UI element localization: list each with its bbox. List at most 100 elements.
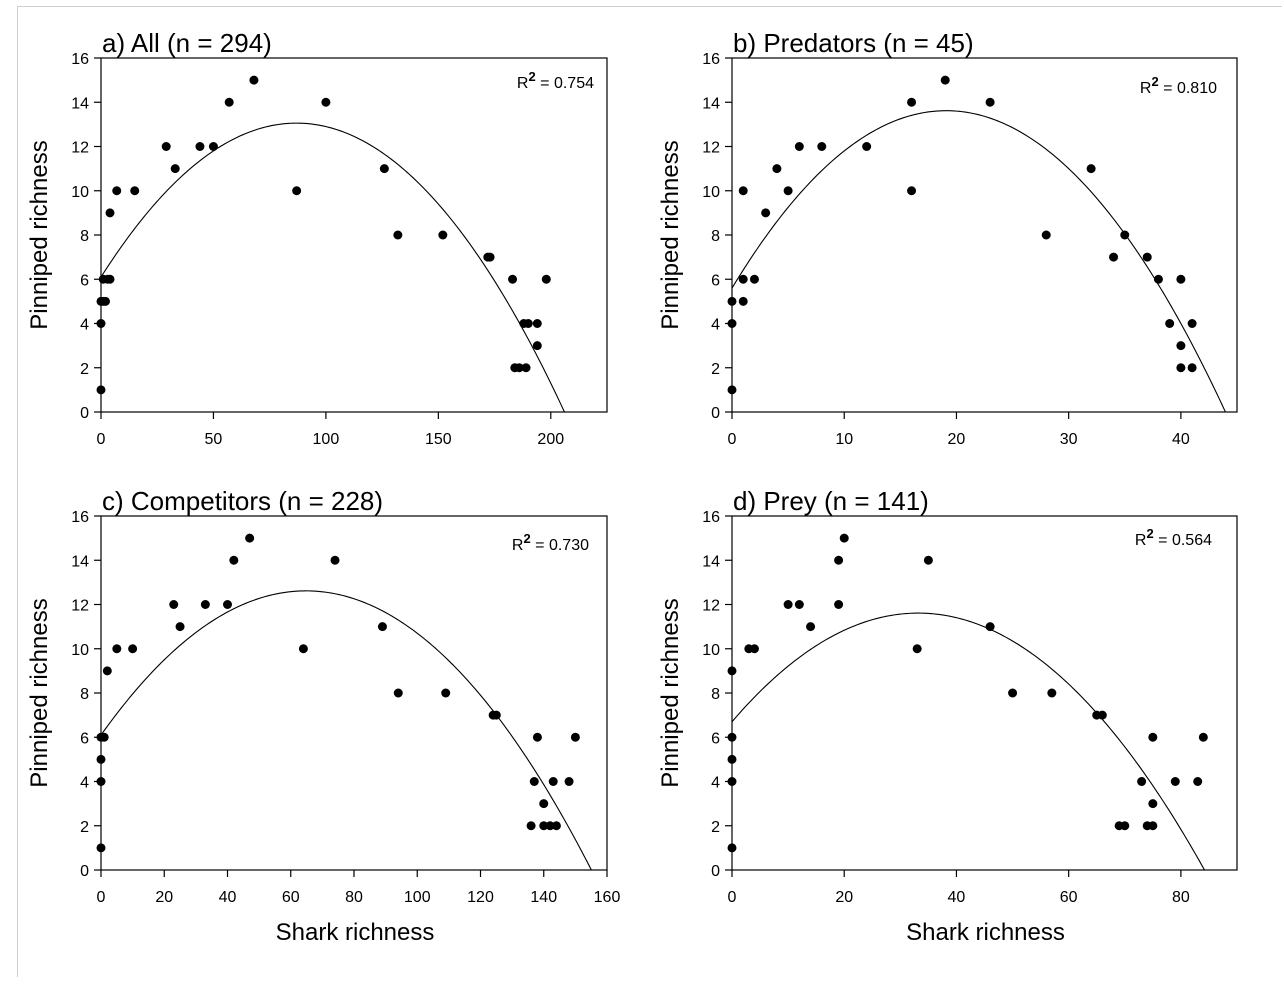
- panel-b-data-point: [727, 296, 737, 306]
- panel-a-data-point: [96, 319, 106, 328]
- panel-d-data-point: [1137, 777, 1147, 786]
- panel-a-data-point: [130, 186, 140, 196]
- panel-b-data-point: [1086, 164, 1096, 174]
- panel-d: 0 2 4 6 8 10 12 14 16 0 20 40 60 80 d) Prey (n = 141) P…: [657, 486, 1238, 946]
- panel-b-data-point: [738, 274, 748, 284]
- panel-a-data-point: [438, 230, 448, 240]
- panel-c-plot-frame: [100, 515, 608, 871]
- panel-b-y-tick-label: 14: [702, 95, 720, 112]
- panel-a-y-tick-label: 0: [80, 405, 89, 422]
- panel-c-data-point: [175, 622, 185, 632]
- panel-d-r2-label: R2 = 0.564: [1135, 526, 1212, 549]
- panel-c-y-tick-label: 2: [80, 819, 89, 836]
- panel-c-data-point: [96, 754, 106, 764]
- panel-d-x-tick-label: 40: [948, 889, 966, 906]
- panel-b-data-point: [1109, 252, 1119, 262]
- panel-a-x-tick-label: 50: [205, 431, 223, 448]
- panel-d-data-point: [1198, 732, 1208, 742]
- panel-c-data-point: [223, 600, 232, 609]
- panel-d-data-point: [839, 533, 849, 543]
- panel-d-fit-curve: [732, 612, 1206, 870]
- panel-d-y-tick-label: 2: [711, 819, 720, 836]
- panel-b-title: b) Predators (n = 45): [733, 28, 974, 58]
- panel-d-data-point: [806, 622, 816, 632]
- panel-b-data-point: [1165, 319, 1175, 328]
- panel-b-data-point: [727, 319, 737, 328]
- panel-a-data-point: [292, 186, 302, 196]
- panel-c-data-point: [526, 821, 536, 831]
- panel-d-data-point: [1148, 732, 1158, 742]
- panel-b-data-point: [783, 186, 793, 196]
- panel-d-data-point: [1008, 688, 1018, 698]
- panel-a-data-point: [521, 363, 531, 373]
- panel-a-y-tick-label: 12: [71, 140, 89, 157]
- panel-d-y-tick-label: 12: [702, 598, 720, 615]
- panel-d-data-point: [749, 644, 759, 654]
- panel-d-x-tick-label: 0: [728, 889, 737, 906]
- panel-b-data-point: [1176, 274, 1186, 284]
- panel-a-y-tick-label: 8: [80, 228, 89, 245]
- panel-b-x-tick-label: 10: [835, 431, 853, 448]
- panel-c-data-point: [545, 821, 555, 831]
- panel-a-data-point: [532, 341, 542, 351]
- panel-a-fit-curve: [101, 122, 566, 412]
- panel-c-y-tick-label: 8: [80, 686, 89, 703]
- panel-b-data-point: [727, 385, 737, 395]
- panel-a-r2-label: R2 = 0.754: [517, 69, 594, 92]
- panel-d-data-point: [1097, 710, 1107, 720]
- panel-c-title: c) Competitors (n = 228): [102, 486, 383, 516]
- panel-d-y-tick-label: 6: [711, 730, 720, 747]
- panel-c-x-tick-label: 60: [282, 889, 300, 906]
- panel-c-data-point: [96, 777, 106, 786]
- panel-a-data-point: [161, 142, 171, 151]
- panel-b-data-point: [749, 274, 759, 284]
- panel-c-y-tick-label: 10: [71, 642, 89, 659]
- panel-c-data-point: [491, 710, 501, 720]
- panel-d-data-point: [727, 732, 737, 742]
- panel-a-x-tick-label: 100: [313, 431, 340, 448]
- panel-a-data-point: [170, 164, 180, 174]
- panel-c-x-tick-label: 0: [97, 889, 106, 906]
- panel-b-data-point: [1120, 230, 1130, 240]
- panel-d-data-point: [923, 555, 933, 565]
- panel-b-x-tick-label: 20: [948, 431, 966, 448]
- panel-b-data-point: [761, 208, 771, 218]
- panel-c-y-tick-label: 12: [71, 598, 89, 615]
- panel-a-data-point: [208, 142, 218, 151]
- panel-c-fit-curve: [101, 590, 592, 870]
- panel-d-y-axis-label: Pinniped richness: [657, 598, 684, 787]
- panel-b-data-point: [1187, 319, 1197, 328]
- panel-b-plot-frame: [731, 57, 1238, 413]
- panel-d-y-tick-label: 4: [711, 775, 720, 792]
- panel-d-title: d) Prey (n = 141): [733, 486, 929, 516]
- panel-b-data-point: [1176, 363, 1186, 373]
- panel-b-fit-curve: [732, 110, 1227, 412]
- panel-a-data-point: [379, 164, 389, 174]
- panel-d-x-tick-label: 60: [1060, 889, 1078, 906]
- panel-c-x-tick-label: 120: [467, 889, 494, 906]
- panel-c-data-point: [298, 644, 308, 654]
- panel-c-y-tick-label: 4: [80, 775, 89, 792]
- panel-a-data-point: [541, 274, 551, 284]
- panel-d-y-tick-label: 8: [711, 686, 720, 703]
- panel-c-data-point: [112, 644, 122, 654]
- panel-b-y-tick-label: 8: [711, 228, 720, 245]
- panel-b-data-point: [738, 296, 748, 306]
- panel-b-data-point: [907, 186, 917, 196]
- panel-b-data-point: [1142, 252, 1152, 262]
- panel-d-x-tick-label: 80: [1172, 889, 1190, 906]
- panel-d-data-point: [912, 644, 922, 654]
- panel-a-data-point: [100, 296, 110, 306]
- panel-b-x-tick-label: 30: [1060, 431, 1078, 448]
- panel-a-data-point: [105, 274, 115, 284]
- panel-c-data-point: [539, 799, 549, 809]
- panel-d-plot-frame: [731, 515, 1238, 871]
- panel-d-data-point: [727, 777, 737, 786]
- panel-c-y-tick-label: 0: [80, 863, 89, 880]
- panel-d-data-point: [794, 600, 804, 609]
- panel-a-data-point: [195, 142, 205, 151]
- panel-b-data-point: [772, 164, 782, 174]
- panel-d-data-point: [985, 622, 995, 632]
